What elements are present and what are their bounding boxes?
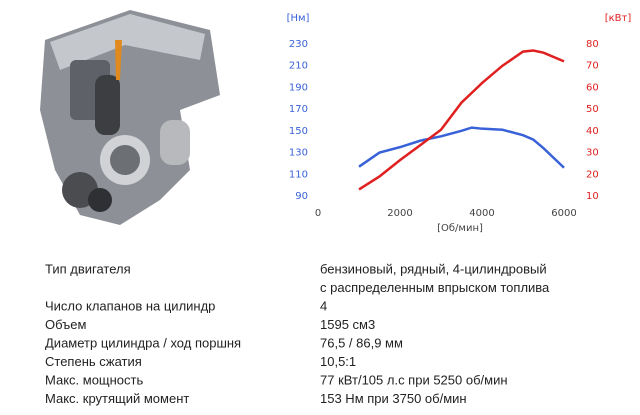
spec-value: с распределенным впрыском топлива [320, 280, 550, 295]
y2-axis-label: [кВт] [605, 13, 632, 24]
y-tick-label: 190 [289, 82, 308, 93]
y2-tick-label: 70 [586, 61, 599, 72]
x-tick-label: 2000 [387, 208, 412, 219]
spec-value: бензиновый, рядный, 4-цилиндровый [320, 261, 547, 276]
engine-illustration [40, 10, 220, 225]
x-tick-label: 0 [315, 208, 321, 219]
y-tick-label: 150 [289, 126, 308, 137]
y-tick-label: 170 [289, 104, 308, 115]
y2-tick-label: 80 [586, 39, 599, 50]
x-tick-label: 4000 [469, 208, 494, 219]
spec-table: Тип двигателя бензиновый, рядный, 4-цилин… [45, 261, 550, 406]
y2-tick-label: 30 [586, 148, 599, 159]
y2-tick-label: 50 [586, 104, 599, 115]
spec-label: Макс. мощность [45, 372, 143, 387]
spec-value: 4 [320, 298, 327, 313]
y-tick-label: 110 [289, 169, 308, 180]
spec-label: Число клапанов на цилиндр [45, 298, 215, 313]
series-line [358, 49, 565, 191]
x-tick-label: 6000 [551, 208, 576, 219]
spec-label: Диаметр цилиндра / ход поршня [45, 335, 241, 350]
spec-label: Макс. крутящий момент [45, 391, 189, 406]
x-axis-label: [Об/мин] [437, 223, 483, 234]
spec-value: 10,5:1 [320, 354, 356, 369]
y-tick-label: 90 [295, 191, 308, 202]
spec-value: 77 кВт/105 л.с при 5250 об/мин [320, 372, 508, 387]
y-axis-label: [Нм] [287, 13, 310, 24]
y2-tick-label: 60 [586, 82, 599, 93]
series-line [358, 126, 565, 169]
y2-tick-label: 20 [586, 169, 599, 180]
y-tick-label: 130 [289, 148, 308, 159]
y2-tick-label: 40 [586, 126, 599, 137]
spec-label: Объем [45, 317, 86, 332]
y-tick-label: 230 [289, 39, 308, 50]
y2-tick-label: 10 [586, 191, 599, 202]
y-tick-label: 210 [289, 61, 308, 72]
spec-label: Тип двигателя [45, 261, 131, 276]
spec-value: 1595 см3 [320, 317, 375, 332]
spec-value: 153 Нм при 3750 об/мин [320, 391, 467, 406]
spec-label: Степень сжатия [45, 354, 142, 369]
chart: [Нм] [кВт] [Об/мин] 90 110 130 150 170 190 210… [287, 13, 632, 234]
spec-value: 76,5 / 86,9 мм [320, 335, 403, 350]
